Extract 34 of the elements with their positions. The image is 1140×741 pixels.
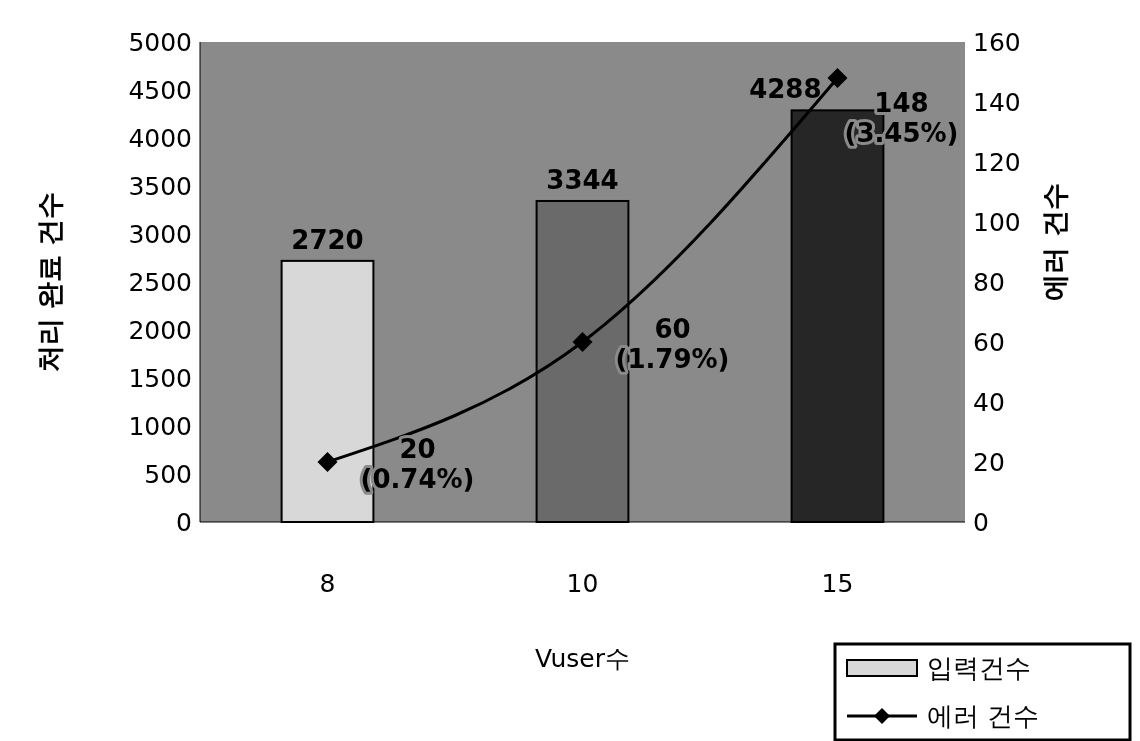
y-tick-label: 4500 (128, 75, 192, 105)
x-tick-label: 10 (566, 569, 599, 598)
y2-tick-label: 160 (973, 27, 1021, 57)
y2-tick-label: 120 (973, 147, 1021, 177)
y-tick-label: 5000 (128, 27, 192, 57)
x-tick-label: 15 (821, 569, 854, 598)
point (827, 68, 848, 88)
y-axis-title: 처리 완료 건수 (34, 191, 66, 373)
data-label: 2720 (291, 224, 364, 255)
data-label: 4288 (749, 74, 822, 105)
x-axis-title: Vuser수 (535, 644, 630, 673)
y2-tick-label: 60 (973, 327, 1005, 357)
y-tick-label: 2500 (128, 267, 192, 297)
y-tick-label: 1500 (128, 363, 192, 393)
x-tick-label: 8 (319, 569, 336, 598)
y-tick-label: 3500 (128, 171, 192, 201)
point (572, 332, 593, 352)
y2-tick-label: 0 (973, 507, 989, 537)
y2-tick-label: 20 (973, 447, 1005, 477)
y-tick-label: 1000 (128, 411, 192, 441)
y-tick-label: 3000 (128, 219, 192, 249)
legend-label: 입력건수 (927, 653, 1031, 684)
y2-tick-label: 40 (973, 387, 1005, 417)
y2-tick-label: 100 (973, 207, 1021, 237)
data-label: 3344 (546, 164, 619, 195)
y-tick-label: 500 (144, 459, 192, 489)
y-tick-label: 4000 (128, 123, 192, 153)
y2-axis-title: 에러 건수 (1039, 183, 1071, 301)
y-tick-label: 2000 (128, 315, 192, 345)
y2-tick-label: 80 (973, 267, 1005, 297)
legend-label: 에러 건수 (927, 701, 1040, 732)
y-tick-label: 0 (176, 507, 192, 537)
point (317, 452, 338, 472)
y2-tick-label: 140 (973, 87, 1021, 117)
